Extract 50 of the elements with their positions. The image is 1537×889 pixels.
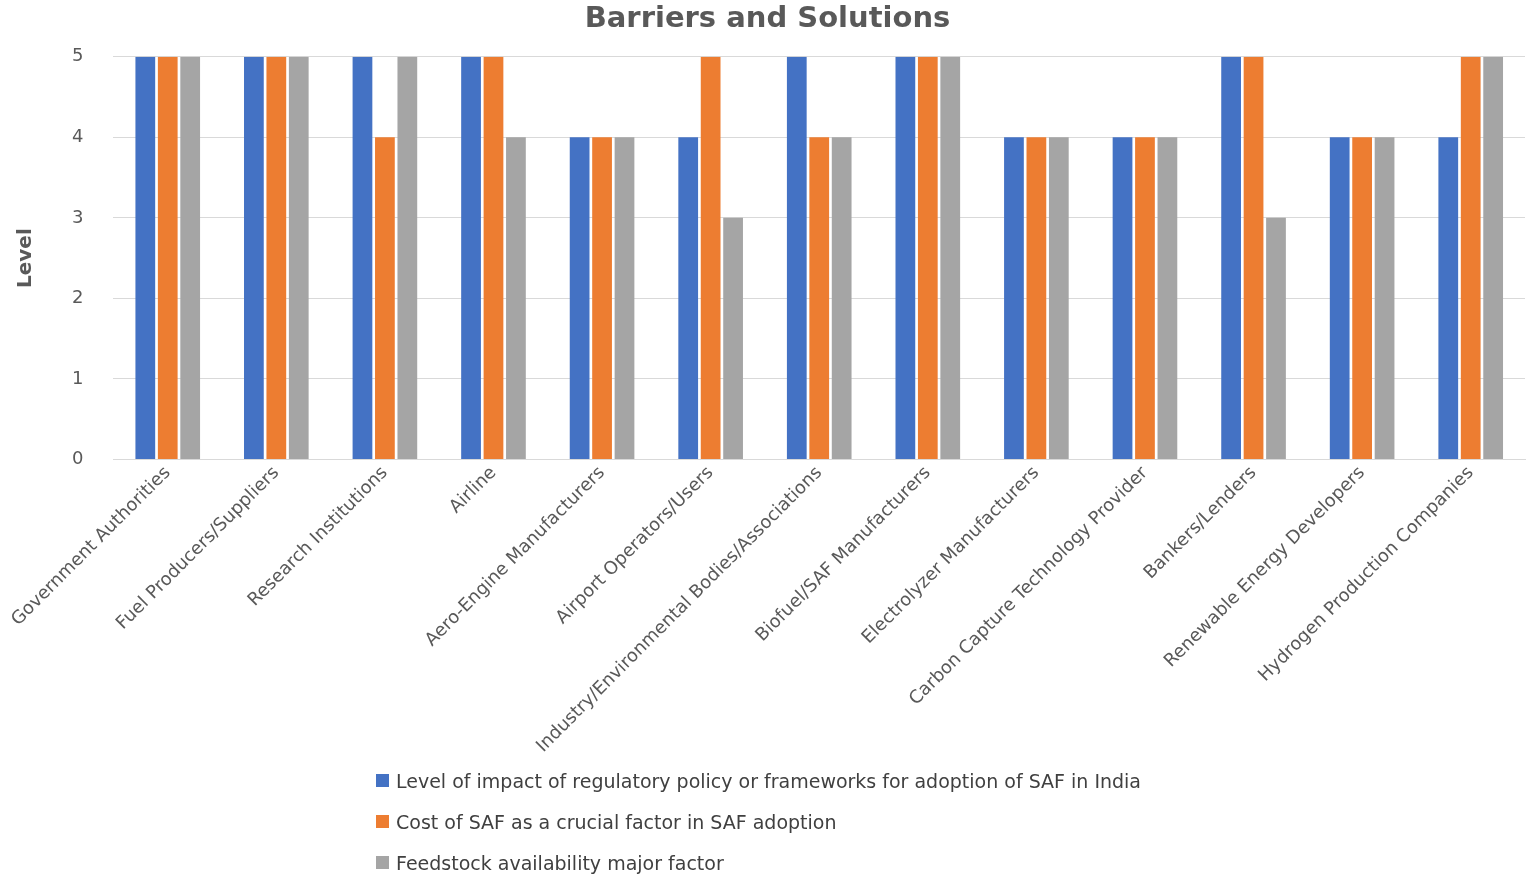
bar	[592, 137, 612, 459]
bar	[723, 217, 743, 459]
bar	[1157, 137, 1178, 459]
bar	[940, 56, 961, 459]
bar	[1374, 137, 1395, 459]
bar	[700, 56, 721, 459]
y-tick-label: 5	[72, 44, 84, 66]
bar	[809, 137, 830, 459]
bar	[917, 56, 938, 459]
bar	[831, 137, 852, 459]
bar	[1243, 56, 1264, 459]
bar	[895, 56, 916, 459]
bar	[288, 56, 309, 459]
legend-label: Feedstock availability major factor	[396, 851, 724, 874]
legend-label: Level of impact of regulatory policy or frameworks for adoption of SAF in India	[396, 769, 1142, 792]
bar	[1112, 137, 1133, 459]
bar	[1221, 56, 1241, 459]
bar	[135, 56, 156, 459]
bar	[397, 56, 418, 459]
bar	[461, 56, 481, 459]
chart-title: Barriers and Solutions	[584, 0, 951, 34]
bar	[506, 137, 526, 459]
bar	[614, 137, 635, 459]
bar	[786, 56, 807, 459]
bar	[678, 137, 699, 459]
bar	[1483, 56, 1504, 459]
bar	[1329, 137, 1350, 459]
y-axis-title: Level	[12, 228, 37, 289]
bar	[1352, 137, 1372, 459]
bar	[483, 56, 504, 459]
bar	[352, 56, 373, 459]
y-tick-label: 3	[72, 205, 84, 227]
y-tick-label: 4	[72, 125, 84, 146]
bar	[157, 56, 178, 459]
bar	[1026, 137, 1047, 459]
legend-label: Cost of SAF as a crucial factor in SAF adoption	[396, 810, 837, 833]
bar	[1460, 56, 1481, 459]
bar	[266, 56, 287, 459]
bar	[1048, 137, 1069, 459]
bar	[1266, 217, 1286, 459]
bar	[180, 56, 201, 459]
bar	[1135, 137, 1155, 459]
y-tick-label: 2	[72, 286, 84, 308]
y-tick-label: 0	[72, 447, 84, 469]
bar	[1438, 137, 1459, 459]
bar	[569, 137, 590, 459]
bar	[375, 137, 395, 459]
y-tick-label: 1	[72, 366, 84, 388]
bar	[1004, 137, 1024, 459]
bar	[244, 56, 264, 459]
